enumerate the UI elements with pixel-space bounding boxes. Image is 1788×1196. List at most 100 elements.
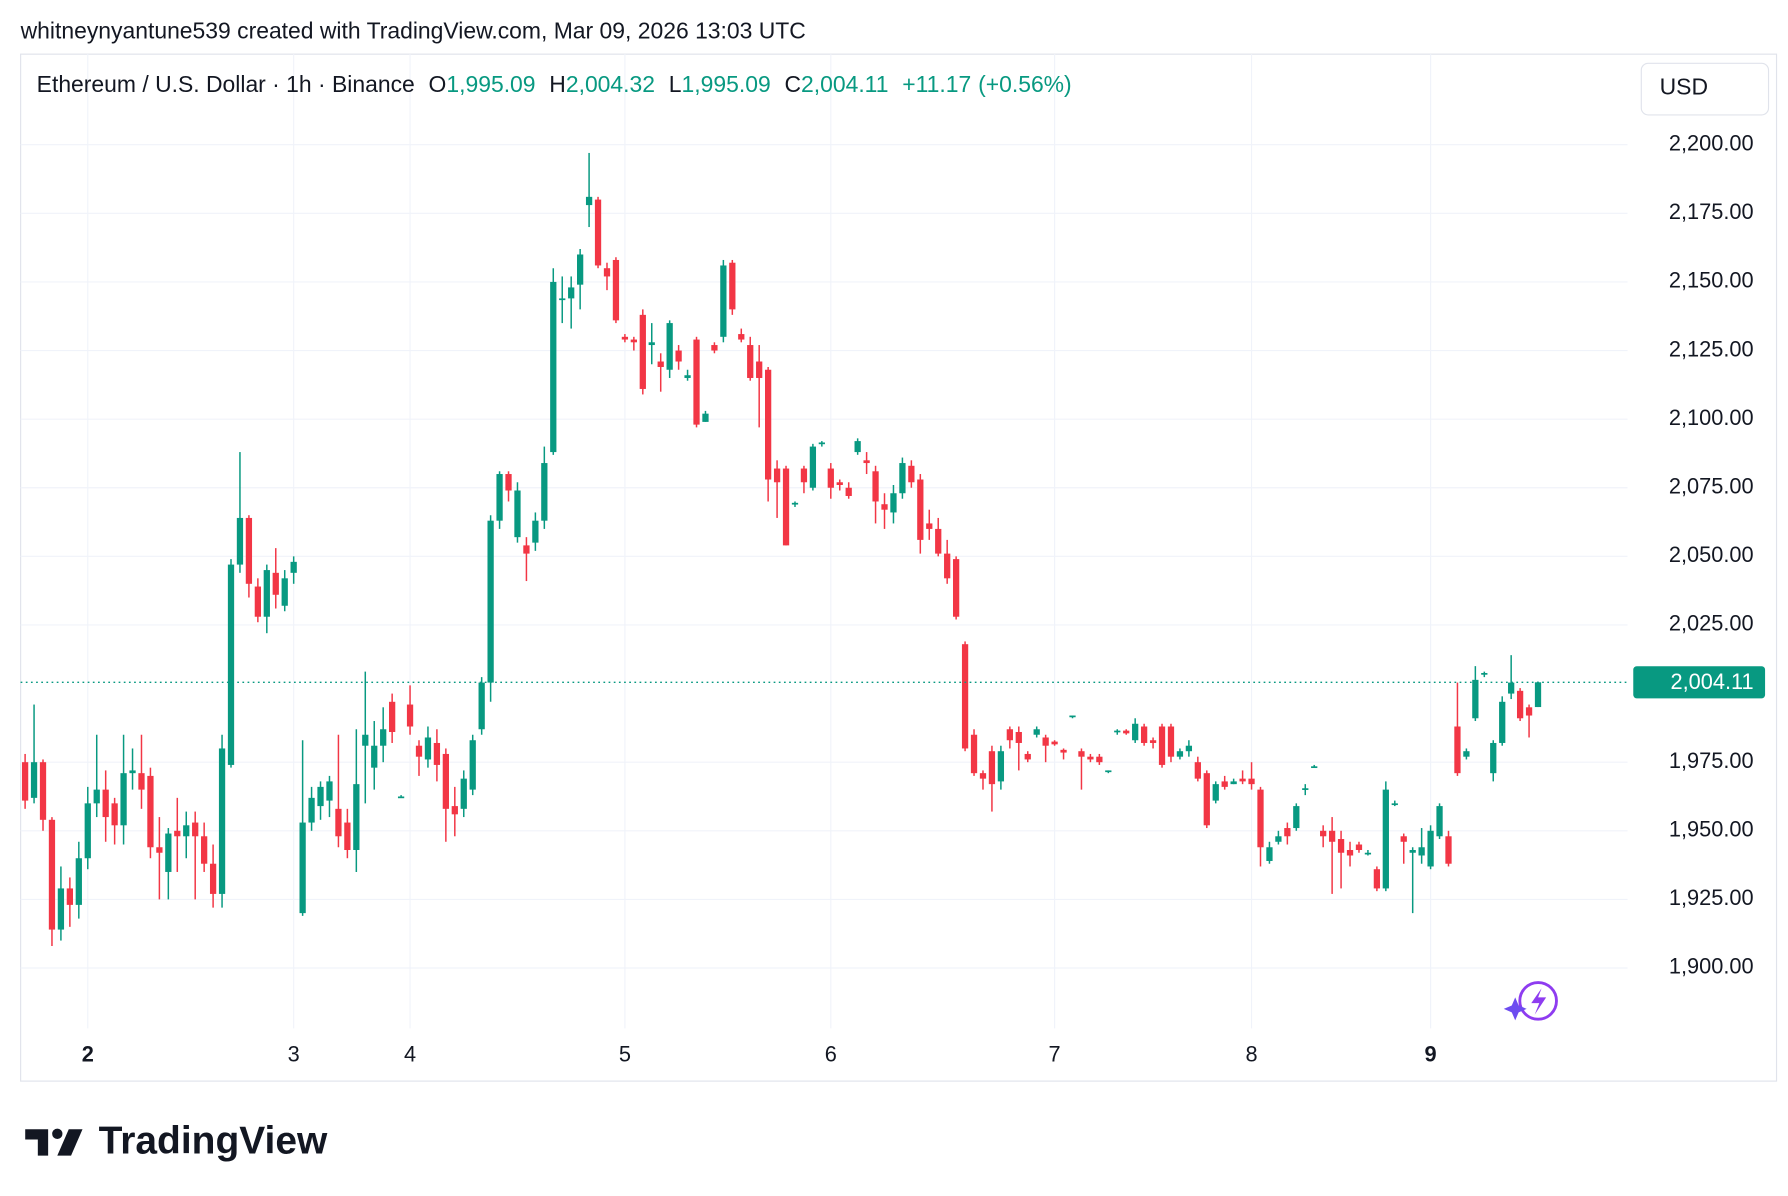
change-percent: (+0.56%) bbox=[978, 71, 1072, 97]
candle-body bbox=[299, 822, 306, 914]
candle-body bbox=[1400, 836, 1407, 842]
candle-body bbox=[684, 375, 691, 378]
x-tick-label: 2 bbox=[82, 1042, 94, 1067]
candle-body bbox=[344, 822, 351, 851]
legend-label: C bbox=[784, 71, 801, 97]
candle-body bbox=[1346, 850, 1354, 856]
candle-body bbox=[183, 825, 190, 837]
candle-body bbox=[424, 737, 432, 760]
candle-body bbox=[1284, 828, 1291, 837]
candle-body bbox=[353, 784, 360, 851]
x-tick-label: 5 bbox=[619, 1042, 631, 1067]
candle-body bbox=[1239, 778, 1246, 782]
x-tick-label: 8 bbox=[1245, 1042, 1257, 1067]
candle-body bbox=[389, 701, 396, 732]
candle-body bbox=[263, 570, 270, 617]
candle-body bbox=[559, 298, 566, 301]
candle-body bbox=[1364, 852, 1372, 855]
candle-body bbox=[917, 479, 924, 540]
candle-body bbox=[1481, 672, 1488, 675]
candle-body bbox=[30, 762, 38, 798]
x-tick-label: 7 bbox=[1049, 1042, 1061, 1067]
candle-body bbox=[1015, 731, 1022, 743]
legend-label: O bbox=[429, 71, 447, 97]
y-tick-label: 1,900.00 bbox=[1669, 954, 1754, 979]
candle-body bbox=[1436, 806, 1443, 837]
candle-body bbox=[1087, 756, 1094, 760]
candle-body bbox=[711, 345, 718, 351]
x-tick-label: 4 bbox=[404, 1042, 416, 1067]
candle-body bbox=[380, 729, 387, 746]
assistant-spark[interactable] bbox=[1503, 997, 1527, 1021]
candle-body bbox=[1275, 836, 1282, 842]
candle-body bbox=[245, 517, 253, 584]
grid bbox=[20, 54, 1628, 1029]
candle-body bbox=[666, 323, 673, 370]
candle-body bbox=[979, 773, 987, 779]
candle-body bbox=[594, 199, 602, 266]
candle-body bbox=[1293, 806, 1300, 829]
candle-body bbox=[209, 863, 217, 894]
candle-body bbox=[66, 888, 74, 905]
overlay: 1,900.00 1,925.00 1,950.00 1,975.00 2,025.00… bbox=[20, 130, 1766, 1067]
y-tick-label: 2,050.00 bbox=[1669, 542, 1754, 567]
candles bbox=[21, 152, 1542, 947]
y-tick-label: 1,950.00 bbox=[1669, 817, 1754, 842]
candle-body bbox=[1463, 751, 1470, 757]
header: whitneynyantune539 created with TradingV… bbox=[20, 17, 806, 43]
symbol-title: Ethereum / U.S. Dollar · 1h · Binance bbox=[37, 71, 415, 97]
assistant-icon[interactable] bbox=[1503, 981, 1558, 1021]
candle-body bbox=[568, 287, 575, 299]
candle-body bbox=[872, 471, 879, 502]
currency-button[interactable] bbox=[1640, 62, 1770, 116]
legend-value: 2,004.11 bbox=[801, 71, 888, 97]
candle-body bbox=[1006, 729, 1013, 741]
brand-logo: TradingView bbox=[25, 1119, 328, 1162]
candle-body bbox=[1355, 844, 1363, 851]
candle-body bbox=[442, 753, 449, 809]
legend: Ethereum / U.S. Dollar · 1h · Binance O 1,… bbox=[37, 71, 1072, 97]
legend-value: 1,995.09 bbox=[682, 71, 771, 97]
candle-body bbox=[899, 463, 906, 494]
candle-body bbox=[1373, 869, 1381, 889]
candle-body bbox=[782, 468, 790, 546]
candle-body bbox=[675, 350, 682, 362]
candle-body bbox=[1096, 756, 1103, 763]
candle-body bbox=[926, 523, 933, 529]
candle-body bbox=[433, 742, 441, 765]
candle-body bbox=[415, 745, 423, 757]
assistant-bolt[interactable] bbox=[1531, 988, 1547, 1015]
candle-body bbox=[1167, 726, 1175, 757]
x-tick-label: 6 bbox=[825, 1042, 837, 1067]
candle-body bbox=[1132, 723, 1139, 741]
candle-body bbox=[505, 474, 512, 491]
candle-body bbox=[765, 369, 772, 480]
candle-body bbox=[1024, 753, 1031, 760]
candle-body bbox=[1176, 751, 1184, 757]
candle-body bbox=[738, 334, 745, 340]
candle-body bbox=[961, 644, 969, 749]
y-tick-label: 2,200.00 bbox=[1669, 130, 1754, 155]
assistant-ring[interactable] bbox=[1518, 981, 1558, 1021]
candle-body bbox=[541, 463, 548, 521]
candle-body bbox=[460, 778, 467, 809]
candle-body bbox=[84, 803, 91, 859]
candle-body bbox=[1382, 789, 1389, 889]
currency-label[interactable]: USD bbox=[1660, 74, 1708, 100]
candle-body bbox=[308, 797, 315, 823]
candle-body bbox=[147, 775, 154, 848]
candle-body bbox=[881, 504, 888, 510]
candle-body bbox=[1212, 784, 1219, 801]
candle-body bbox=[469, 740, 476, 790]
candle-body bbox=[1257, 789, 1264, 848]
candle-body bbox=[997, 751, 1005, 782]
candle-body bbox=[129, 770, 136, 774]
candle-body bbox=[1534, 682, 1542, 708]
y-tick-label: 1,975.00 bbox=[1669, 748, 1754, 773]
candle-body bbox=[693, 339, 700, 425]
candle-body bbox=[120, 773, 127, 826]
candle-body bbox=[756, 361, 763, 378]
candle-body bbox=[39, 762, 47, 820]
candle-body bbox=[621, 336, 629, 340]
